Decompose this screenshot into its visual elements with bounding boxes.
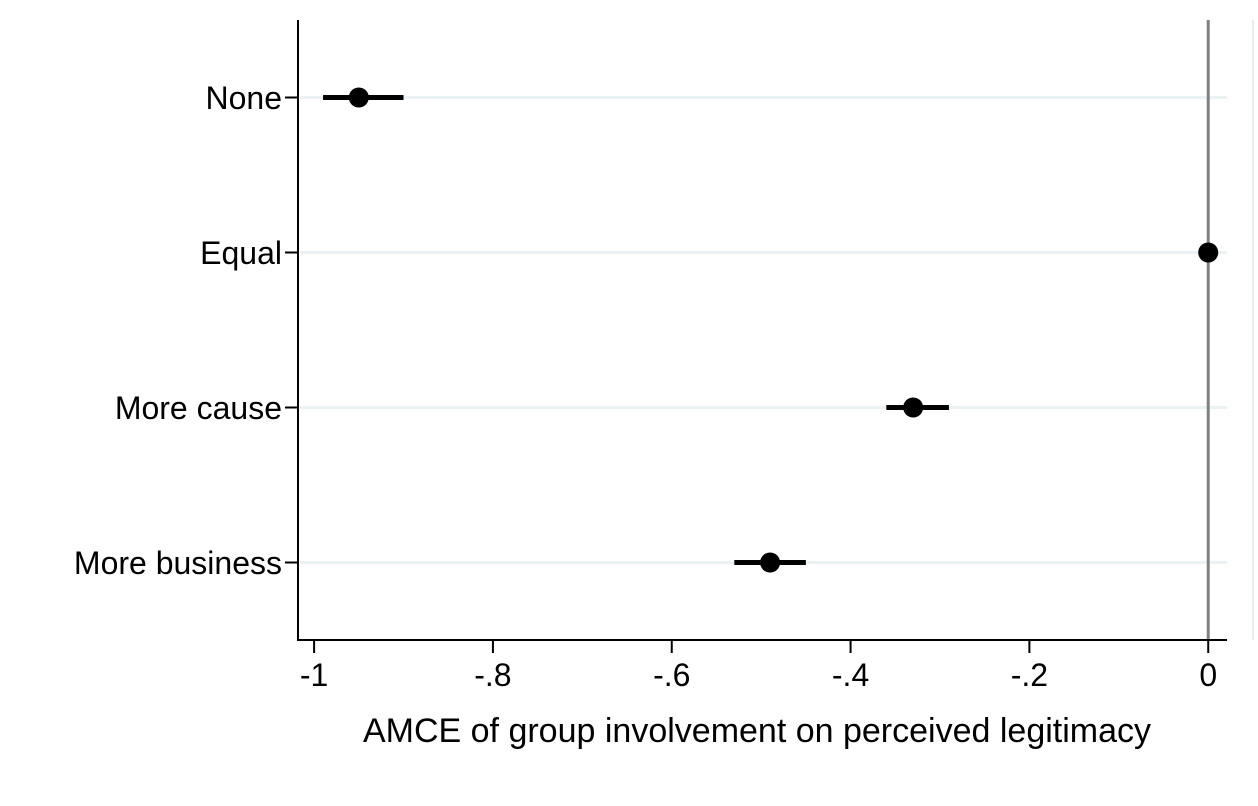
data-point [760, 552, 781, 573]
data-point [348, 87, 369, 108]
data-point [1198, 242, 1219, 263]
data-point [903, 397, 924, 418]
x-axis-title: AMCE of group involvement on perceived l… [362, 712, 1152, 750]
